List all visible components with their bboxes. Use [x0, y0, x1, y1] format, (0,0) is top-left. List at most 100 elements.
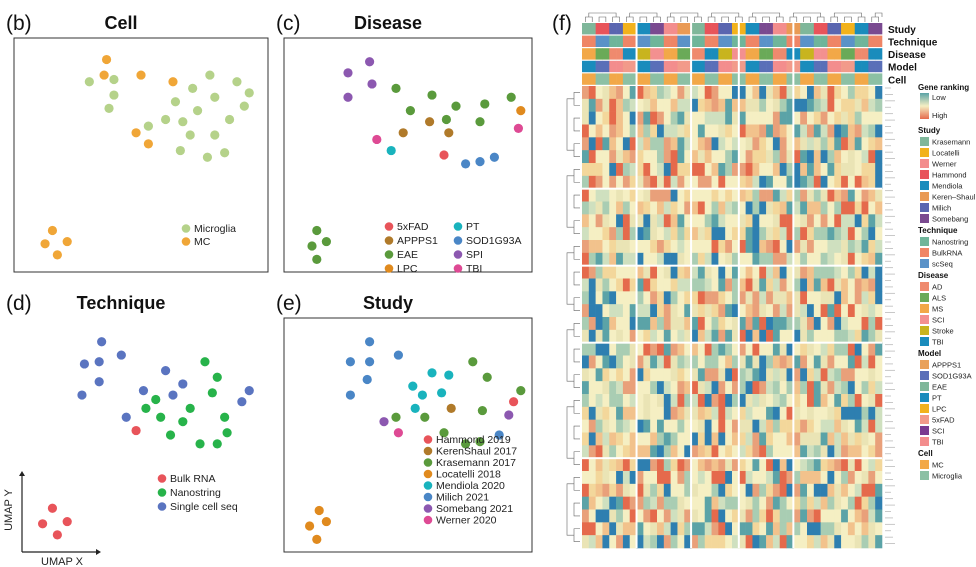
- heatmap-cell: [813, 355, 821, 369]
- heatmap-cell: [718, 163, 726, 177]
- heatmap-cell: [786, 201, 794, 215]
- heatmap-cell: [609, 496, 617, 510]
- heatmap-cell: [786, 509, 794, 523]
- heatmap-cell: [841, 483, 849, 497]
- legend-label: 5xFAD: [397, 221, 429, 233]
- scatter-point: [516, 386, 526, 396]
- annotation-cell: [704, 73, 712, 85]
- heatmap-cell: [595, 317, 603, 331]
- annotation-cell: [738, 73, 746, 85]
- heatmap-cell: [704, 496, 712, 510]
- scatter-point: [345, 357, 355, 367]
- heatmap-cell: [854, 329, 862, 343]
- heatmap-cell: [875, 329, 883, 343]
- heatmap-cell: [779, 342, 787, 356]
- heatmap-cell: [684, 535, 692, 549]
- legend-swatch: [920, 371, 929, 380]
- annotation-cell: [759, 23, 767, 35]
- heatmap-cell: [752, 342, 760, 356]
- heatmap-cell: [820, 432, 828, 446]
- annotation-cell: [807, 48, 815, 60]
- legend-swatch: [920, 460, 929, 469]
- heatmap-cell: [786, 394, 794, 408]
- heatmap-cell: [602, 291, 610, 305]
- scatter-point: [513, 123, 524, 133]
- heatmap-cell: [772, 291, 781, 305]
- heatmap-cell: [657, 419, 665, 433]
- heatmap-cell: [854, 394, 862, 408]
- legend-label: EAE: [397, 249, 418, 261]
- legend-marker: [453, 264, 463, 273]
- annotation-cell: [800, 23, 808, 35]
- heatmap-cell: [595, 137, 603, 151]
- heatmap-cell: [868, 329, 876, 343]
- heatmap-cell: [650, 227, 658, 241]
- heatmap-cell: [697, 368, 706, 382]
- heatmap-cell: [657, 368, 665, 382]
- heatmap-cell: [834, 201, 842, 215]
- annotation-cell: [779, 48, 787, 60]
- heatmap-cell: [697, 381, 706, 395]
- scatter-point: [444, 370, 454, 380]
- row-label-ticks: [885, 87, 895, 544]
- panel-label: (b): [6, 12, 32, 35]
- heatmap-cell: [759, 227, 767, 241]
- annotation-cell: [841, 23, 849, 35]
- dendrogram-branch: [612, 16, 620, 22]
- heatmap-cell: [704, 483, 712, 497]
- heatmap-cell: [847, 355, 856, 369]
- scatter-point: [109, 74, 119, 85]
- annotation-cell: [677, 48, 685, 60]
- scatter-point: [444, 128, 454, 138]
- heatmap-cell: [779, 214, 787, 228]
- annotation-cell: [609, 35, 617, 47]
- scatter-point: [178, 117, 188, 127]
- scatter-point: [47, 503, 58, 513]
- annotation-cell: [622, 73, 631, 85]
- legend-label: Locatelli 2018: [436, 469, 501, 481]
- heatmap-cell: [772, 329, 781, 343]
- heatmap-cell: [813, 432, 821, 446]
- dendrogram-branch: [573, 323, 580, 337]
- heatmap-cell: [793, 291, 801, 305]
- annotation-cell: [827, 48, 835, 60]
- legend-group-title: Technique: [918, 226, 958, 235]
- heatmap-cell: [684, 188, 692, 202]
- heatmap-cell: [622, 355, 631, 369]
- heatmap-cell: [616, 98, 624, 112]
- heatmap-cell: [629, 355, 637, 369]
- heatmap-cell: [827, 342, 835, 356]
- heatmap-cell: [616, 432, 624, 446]
- legend-label: Bulk RNA: [170, 473, 216, 485]
- heatmap-cell: [861, 175, 869, 189]
- heatmap-cell: [663, 291, 671, 305]
- legend-label: APPPS1: [397, 235, 438, 247]
- heatmap-cell: [602, 471, 610, 485]
- heatmap-cell: [861, 86, 869, 100]
- heatmap-cell: [854, 471, 862, 485]
- heatmap-cell: [738, 163, 746, 177]
- heatmap-cell: [800, 265, 808, 279]
- heatmap-cell: [827, 124, 835, 138]
- heatmap-cell: [868, 394, 876, 408]
- heatmap-cell: [786, 86, 794, 100]
- legend-marker: [423, 435, 433, 444]
- heatmap-cell: [841, 368, 849, 382]
- dendrogram-branch: [573, 92, 580, 106]
- heatmap-cell: [691, 535, 699, 549]
- heatmap-cell: [622, 124, 631, 138]
- heatmap-cell: [834, 355, 842, 369]
- heatmap-cell: [595, 355, 603, 369]
- heatmap-cell: [861, 394, 869, 408]
- legend-marker: [423, 492, 433, 502]
- heatmap-cell: [725, 163, 733, 177]
- heatmap-cell: [827, 175, 835, 189]
- heatmap-cell: [834, 188, 842, 202]
- heatmap-cell: [629, 406, 637, 420]
- heatmap-cell: [820, 188, 828, 202]
- heatmap-cell: [725, 201, 733, 215]
- dendrogram-branch: [874, 12, 883, 17]
- heatmap-cell: [684, 381, 692, 395]
- heatmap-cell: [854, 111, 862, 125]
- heatmap-cell: [691, 406, 699, 420]
